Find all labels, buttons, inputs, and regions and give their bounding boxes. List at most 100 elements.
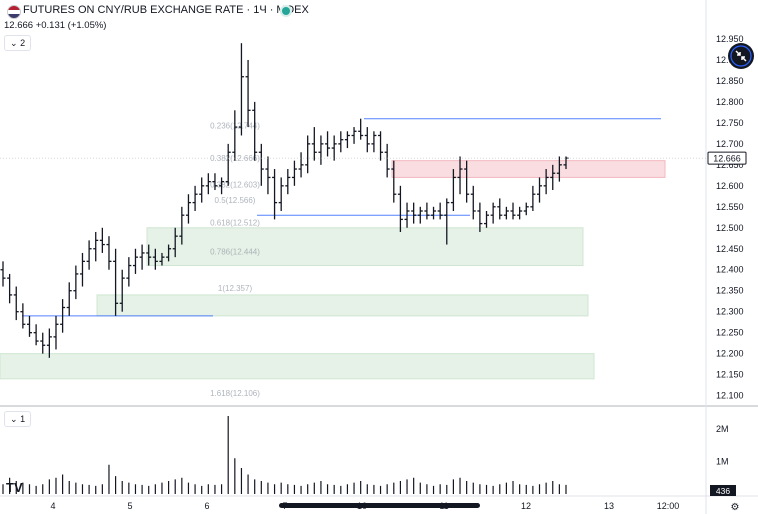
last-price: 12.666	[4, 20, 34, 31]
quote-line: 12.666 +0.131 (+1.05%)	[4, 20, 106, 31]
ohlc-bar	[205, 173, 211, 195]
ohlc-bar	[13, 286, 19, 321]
gear-icon[interactable]: ⚙	[731, 502, 740, 513]
ohlc-bar	[106, 236, 112, 270]
ohlc-bar	[166, 244, 172, 262]
ohlc-bar	[378, 131, 384, 161]
ohlc-bar	[510, 202, 516, 220]
fib-level-label: 0.786(12.444)	[210, 247, 260, 256]
ohlc-bar	[79, 252, 85, 287]
fib-level-label: 1.618(12.106)	[210, 389, 260, 398]
ohlc-bar	[26, 315, 32, 337]
ohlc-bar	[159, 252, 165, 266]
price-tick-label: 12.100	[716, 391, 744, 401]
volume-tick-label: 2M	[716, 424, 729, 434]
ohlc-bar	[60, 299, 66, 333]
ohlc-bar	[232, 110, 238, 161]
ohlc-bar	[146, 244, 152, 266]
ohlc-bar	[503, 206, 509, 220]
fib-level-label: 1(12.357)	[218, 284, 253, 293]
ohlc-bar	[139, 244, 145, 270]
axes: 12.100 12.150 12.200 12.250 12.300 12.350 12.4…	[0, 34, 747, 513]
ohlc-bar	[33, 324, 39, 346]
time-tick-label: 12	[521, 501, 531, 511]
time-tick-label: 13	[604, 501, 614, 511]
chevron-down-icon: ⌄	[10, 414, 18, 424]
ohlc-bar	[278, 177, 284, 211]
ohlc-bar	[86, 240, 92, 270]
ohlc-bar	[225, 143, 231, 186]
ohlc-bar	[338, 131, 344, 153]
collapse-fullscreen-button[interactable]	[728, 43, 754, 69]
price-tick-label: 12.250	[716, 328, 744, 338]
arrows-collapse-icon	[730, 45, 752, 67]
price-tick-label: 12.650	[716, 160, 744, 170]
ohlc-bar	[73, 265, 79, 300]
time-tick-label: 4	[50, 501, 55, 511]
demand-zone[interactable]	[0, 353, 595, 380]
ohlc-bar	[40, 332, 46, 354]
ohlc-bar	[543, 169, 549, 195]
ohlc-bar	[291, 160, 297, 186]
ohlc-bar	[431, 206, 437, 220]
ohlc-bar	[93, 231, 99, 262]
market-open-status-icon	[282, 7, 290, 15]
ohlc-bar	[212, 173, 218, 191]
ohlc-bar	[172, 227, 178, 258]
ohlc-bars	[0, 43, 569, 358]
demand-zone[interactable]	[146, 227, 584, 267]
ohlc-bar	[391, 160, 397, 203]
ohlc-bar	[464, 160, 470, 203]
ohlc-bar	[53, 315, 59, 350]
price-tick-label: 12.550	[716, 202, 744, 212]
ohlc-bar	[192, 185, 198, 211]
price-tick-label: 12.200	[716, 349, 744, 359]
ohlc-bar	[318, 135, 324, 165]
ohlc-bar	[556, 156, 562, 182]
ohlc-bar	[351, 127, 357, 144]
chevron-down-icon: ⌄	[10, 38, 18, 48]
collapse-indicators-button[interactable]: ⌄ 2	[4, 35, 32, 51]
supply-zone[interactable]	[391, 160, 666, 178]
ohlc-bar	[477, 202, 483, 232]
price-tick-label: 12.600	[716, 181, 744, 191]
price-tick-label: 12.300	[716, 307, 744, 317]
volume-bars	[2, 416, 567, 494]
ohlc-bar	[132, 248, 138, 274]
ohlc-bar	[46, 328, 52, 358]
volume-indicator-count: 1	[20, 414, 26, 424]
ohlc-bar	[66, 282, 72, 316]
ohlc-bar	[364, 127, 370, 153]
time-scroll-handle[interactable]	[279, 503, 480, 508]
demand-zone[interactable]	[96, 294, 589, 317]
volume-pane-collapse-button[interactable]: ⌄ 1	[4, 411, 32, 427]
ohlc-bar	[185, 194, 191, 224]
price-change: +0.131 (+1.05%)	[35, 20, 107, 31]
ohlc-bar	[99, 227, 105, 253]
ohlc-bar	[457, 156, 463, 195]
price-tick-label: 12.500	[716, 223, 744, 233]
price-tick-label: 12.150	[716, 370, 744, 380]
ohlc-bar	[331, 135, 337, 161]
last-volume-badge	[710, 485, 736, 496]
ohlc-bar	[298, 152, 304, 178]
time-tick-label: 6	[204, 501, 209, 511]
price-tick-label: 12.750	[716, 118, 744, 128]
ohlc-bar	[113, 248, 119, 316]
price-tick-label: 12.350	[716, 286, 744, 296]
symbol-title[interactable]: FUTURES ON CNY/RUB EXCHANGE RATE · 1Ч · …	[23, 4, 309, 16]
ohlc-bar	[437, 202, 443, 220]
price-zones	[0, 160, 666, 380]
price-tick-label: 12.400	[716, 265, 744, 275]
ohlc-bar	[537, 177, 543, 203]
ohlc-bar	[152, 248, 158, 270]
ohlc-bar	[265, 156, 271, 195]
ohlc-bar	[517, 206, 523, 220]
ohlc-bar	[397, 185, 403, 232]
ohlc-bar	[404, 202, 410, 228]
last-price-badge[interactable]	[707, 151, 747, 165]
price-tick-label: 12.950	[716, 34, 744, 44]
ohlc-bar	[258, 143, 264, 186]
